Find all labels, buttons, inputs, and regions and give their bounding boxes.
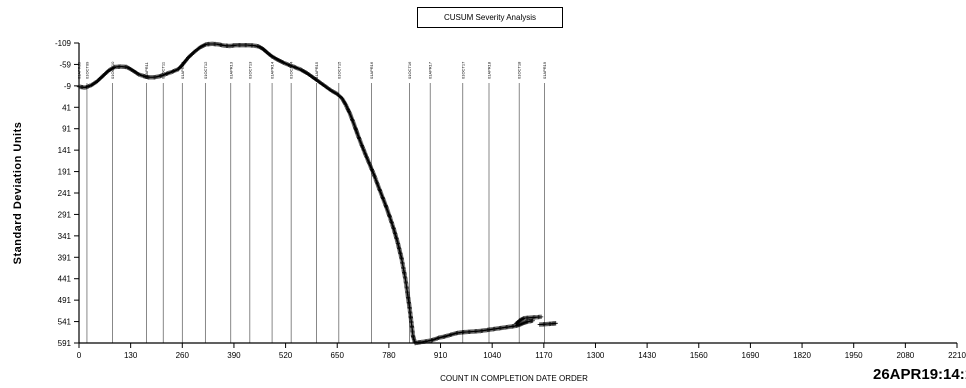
data-point: [343, 101, 348, 107]
period-line-label: 01OCT16: [407, 61, 412, 79]
period-line-label: 01OCT17: [460, 61, 465, 79]
x-tick-label: 1820: [793, 351, 811, 360]
y-tick-label: 541: [58, 318, 72, 327]
data-point: [200, 43, 206, 48]
y-tick-label: 591: [58, 339, 72, 348]
y-tick-label: 241: [58, 189, 72, 198]
y-tick-label: 41: [62, 103, 71, 112]
y-tick-label: 91: [62, 125, 71, 134]
period-line-label: 01APR19: [542, 61, 547, 79]
period-line-label: 01APR15: [314, 61, 319, 79]
data-point: [276, 58, 281, 63]
y-tick-label: -59: [59, 60, 71, 69]
y-axis-label: Standard Deviation Units: [12, 121, 24, 265]
x-tick-label: 1040: [483, 351, 501, 360]
data-point: [520, 321, 526, 326]
data-series: [76, 41, 558, 346]
y-tick-label: -9: [64, 82, 72, 91]
period-line-label: 01OCT12: [203, 61, 208, 79]
data-point: [277, 58, 282, 63]
x-tick-label: 260: [176, 351, 190, 360]
x-tick-label: 1300: [587, 351, 605, 360]
y-tick-label: 341: [58, 232, 72, 241]
data-point: [279, 59, 284, 64]
period-line-label: 01OCT18: [517, 61, 522, 79]
y-tick-label: 291: [58, 210, 72, 219]
x-tick-label: 2080: [896, 351, 914, 360]
chart-title: CUSUM Severity Analysis: [417, 7, 563, 28]
x-tick-label: 1690: [742, 351, 760, 360]
y-tick-label: 141: [58, 146, 72, 155]
data-point: [517, 322, 523, 327]
x-tick-label: 780: [382, 351, 396, 360]
data-point: [520, 316, 526, 321]
period-line-label: 01OCT11: [161, 61, 166, 79]
period-line-label: 01APR11: [144, 61, 149, 79]
data-point: [202, 42, 208, 47]
period-line-label: 01APR13: [228, 61, 233, 79]
x-tick-label: 910: [434, 351, 448, 360]
data-point: [275, 57, 280, 62]
period-line-label: 01OCT13: [247, 61, 252, 79]
x-tick-label: 1950: [845, 351, 863, 360]
x-tick-label: 650: [331, 351, 345, 360]
y-tick-label: 441: [58, 275, 72, 284]
data-point: [199, 44, 205, 49]
x-tick-label: 1430: [638, 351, 656, 360]
y-tick-label: -109: [55, 39, 72, 48]
y-tick-label: 391: [58, 253, 72, 262]
period-line-label: 01APR12: [180, 61, 185, 79]
data-point: [518, 321, 524, 327]
data-point: [111, 65, 116, 70]
timestamp-label: 26APR19:14:1: [873, 366, 966, 383]
period-line-label: 01APR16: [369, 61, 374, 79]
data-point: [519, 321, 525, 326]
data-point: [201, 43, 207, 48]
period-line-label: 01OCT15: [336, 61, 341, 79]
data-point: [197, 45, 203, 50]
x-tick-label: 0: [77, 351, 82, 360]
period-line-label: 01OCT09: [84, 61, 89, 79]
period-lines: 01APR0901OCT0901OCT1001APR1101OCT1101APR…: [77, 61, 547, 343]
period-line-label: 01OCT14: [289, 61, 294, 79]
y-tick-label: 191: [58, 168, 72, 177]
x-tick-label: 1560: [690, 351, 708, 360]
x-tick-label: 130: [124, 351, 138, 360]
data-point: [278, 59, 283, 64]
period-line-label: 01APR17: [428, 61, 433, 79]
data-point: [538, 314, 544, 320]
data-point: [553, 321, 558, 326]
x-tick-label: 390: [227, 351, 241, 360]
x-tick-label: 2210: [948, 351, 966, 360]
y-tick-label: 491: [58, 296, 72, 305]
period-line-label: 01APR18: [486, 61, 491, 79]
axes: -109 -59 -9 41 91 141 191 241 291 341 391 441 491 541…: [55, 39, 966, 360]
data-point: [280, 60, 285, 65]
x-tick-label: 1170: [535, 351, 553, 360]
x-axis-label: COUNT IN COMPLETION DATE ORDER: [440, 374, 588, 383]
period-line-label: 01APR14: [270, 61, 275, 79]
x-tick-label: 520: [279, 351, 293, 360]
data-point: [198, 44, 204, 49]
